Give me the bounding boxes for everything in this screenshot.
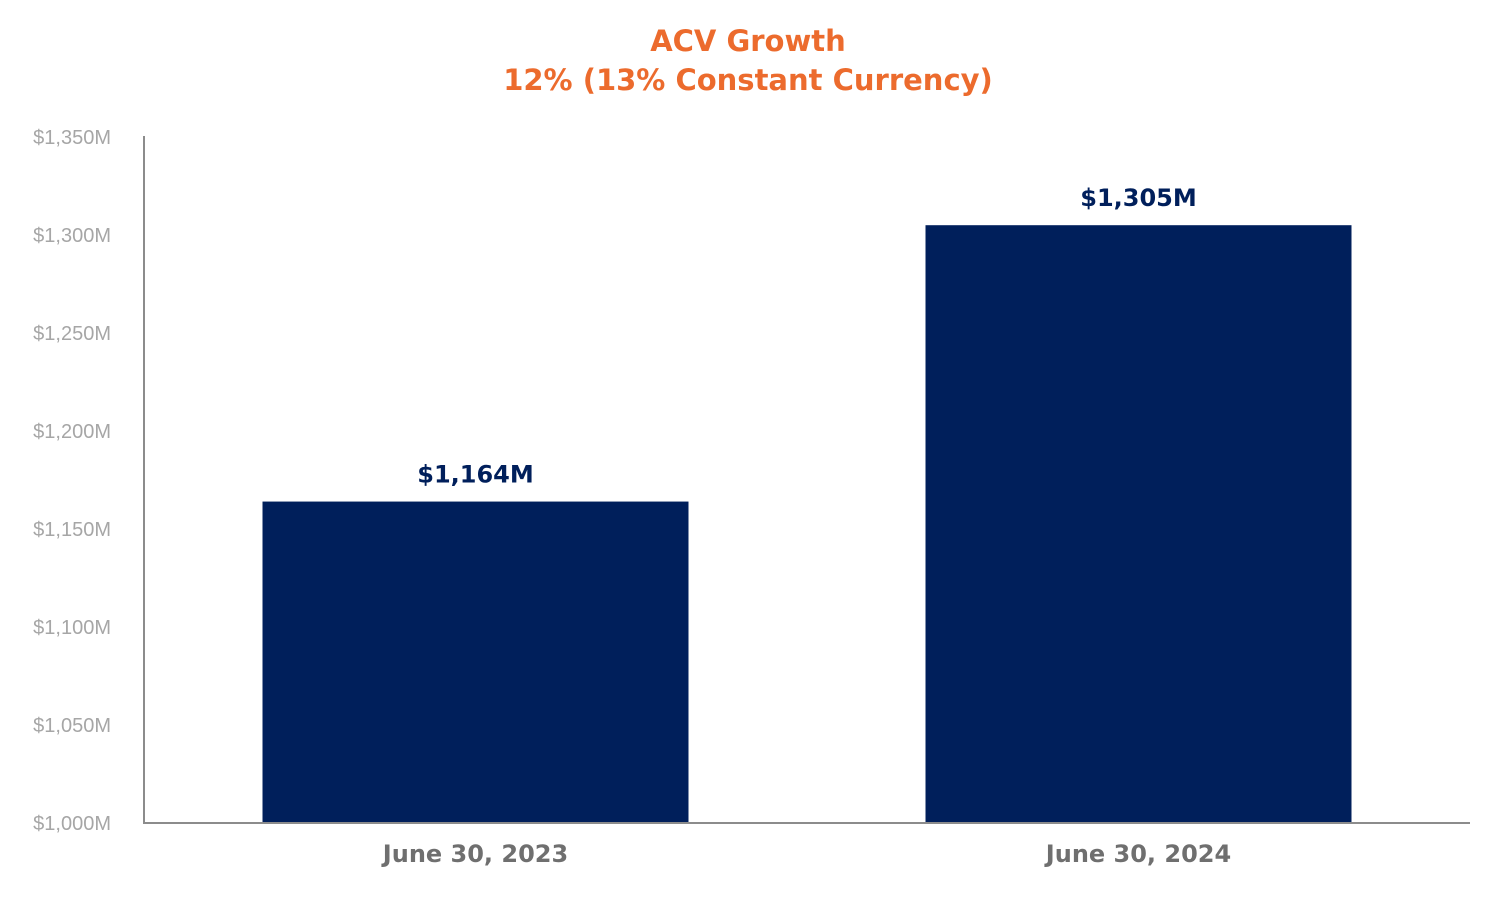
- y-tick-label: $1,100M: [33, 617, 111, 639]
- bar: [262, 501, 689, 823]
- x-tick-label: June 30, 2023: [381, 840, 568, 868]
- y-tick-label: $1,200M: [33, 421, 111, 443]
- x-tick-label: June 30, 2024: [1044, 840, 1231, 868]
- chart-title: ACV Growth: [650, 24, 846, 58]
- data-labels: $1,164M $1,305M: [417, 184, 1197, 488]
- y-tick-label: $1,350M: [33, 127, 111, 149]
- bar-value-label: $1,305M: [1080, 184, 1197, 212]
- y-tick-label: $1,250M: [33, 323, 111, 345]
- y-axis-tick-labels: $1,000M $1,050M $1,100M $1,150M $1,200M $1,25…: [33, 127, 111, 835]
- x-axis-tick-labels: June 30, 2023 June 30, 2024: [381, 840, 1231, 868]
- chart-subtitle: 12% (13% Constant Currency): [503, 63, 993, 97]
- y-tick-label: $1,300M: [33, 225, 111, 247]
- y-tick-label: $1,150M: [33, 519, 111, 541]
- y-tick-label: $1,000M: [33, 813, 111, 835]
- bar: [925, 225, 1352, 823]
- bars: [262, 225, 1352, 823]
- bar-value-label: $1,164M: [417, 461, 534, 489]
- y-tick-label: $1,050M: [33, 715, 111, 737]
